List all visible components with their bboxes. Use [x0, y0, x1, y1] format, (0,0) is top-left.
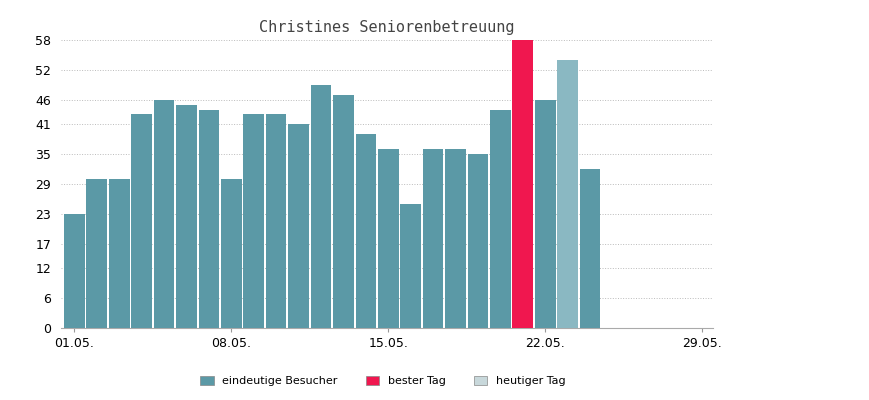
Bar: [557, 60, 577, 328]
Bar: [109, 179, 129, 328]
Bar: [512, 40, 533, 328]
Bar: [64, 214, 84, 328]
Bar: [445, 149, 465, 328]
Bar: [221, 179, 242, 328]
Bar: [310, 85, 331, 328]
Bar: [422, 149, 443, 328]
Legend: eindeutige Besucher, bester Tag, heutiger Tag: eindeutige Besucher, bester Tag, heutige…: [196, 371, 569, 390]
Bar: [266, 114, 286, 328]
Bar: [198, 110, 219, 328]
Bar: [489, 110, 510, 328]
Bar: [154, 100, 174, 328]
Bar: [86, 179, 107, 328]
Bar: [468, 154, 488, 328]
Bar: [579, 169, 600, 328]
Bar: [377, 149, 398, 328]
Bar: [333, 95, 354, 328]
Title: Christines Seniorenbetreuung: Christines Seniorenbetreuung: [259, 20, 514, 35]
Bar: [131, 114, 152, 328]
Bar: [355, 134, 375, 328]
Bar: [243, 114, 264, 328]
Bar: [400, 204, 421, 328]
Bar: [176, 104, 196, 328]
Bar: [534, 100, 555, 328]
Bar: [288, 124, 308, 328]
